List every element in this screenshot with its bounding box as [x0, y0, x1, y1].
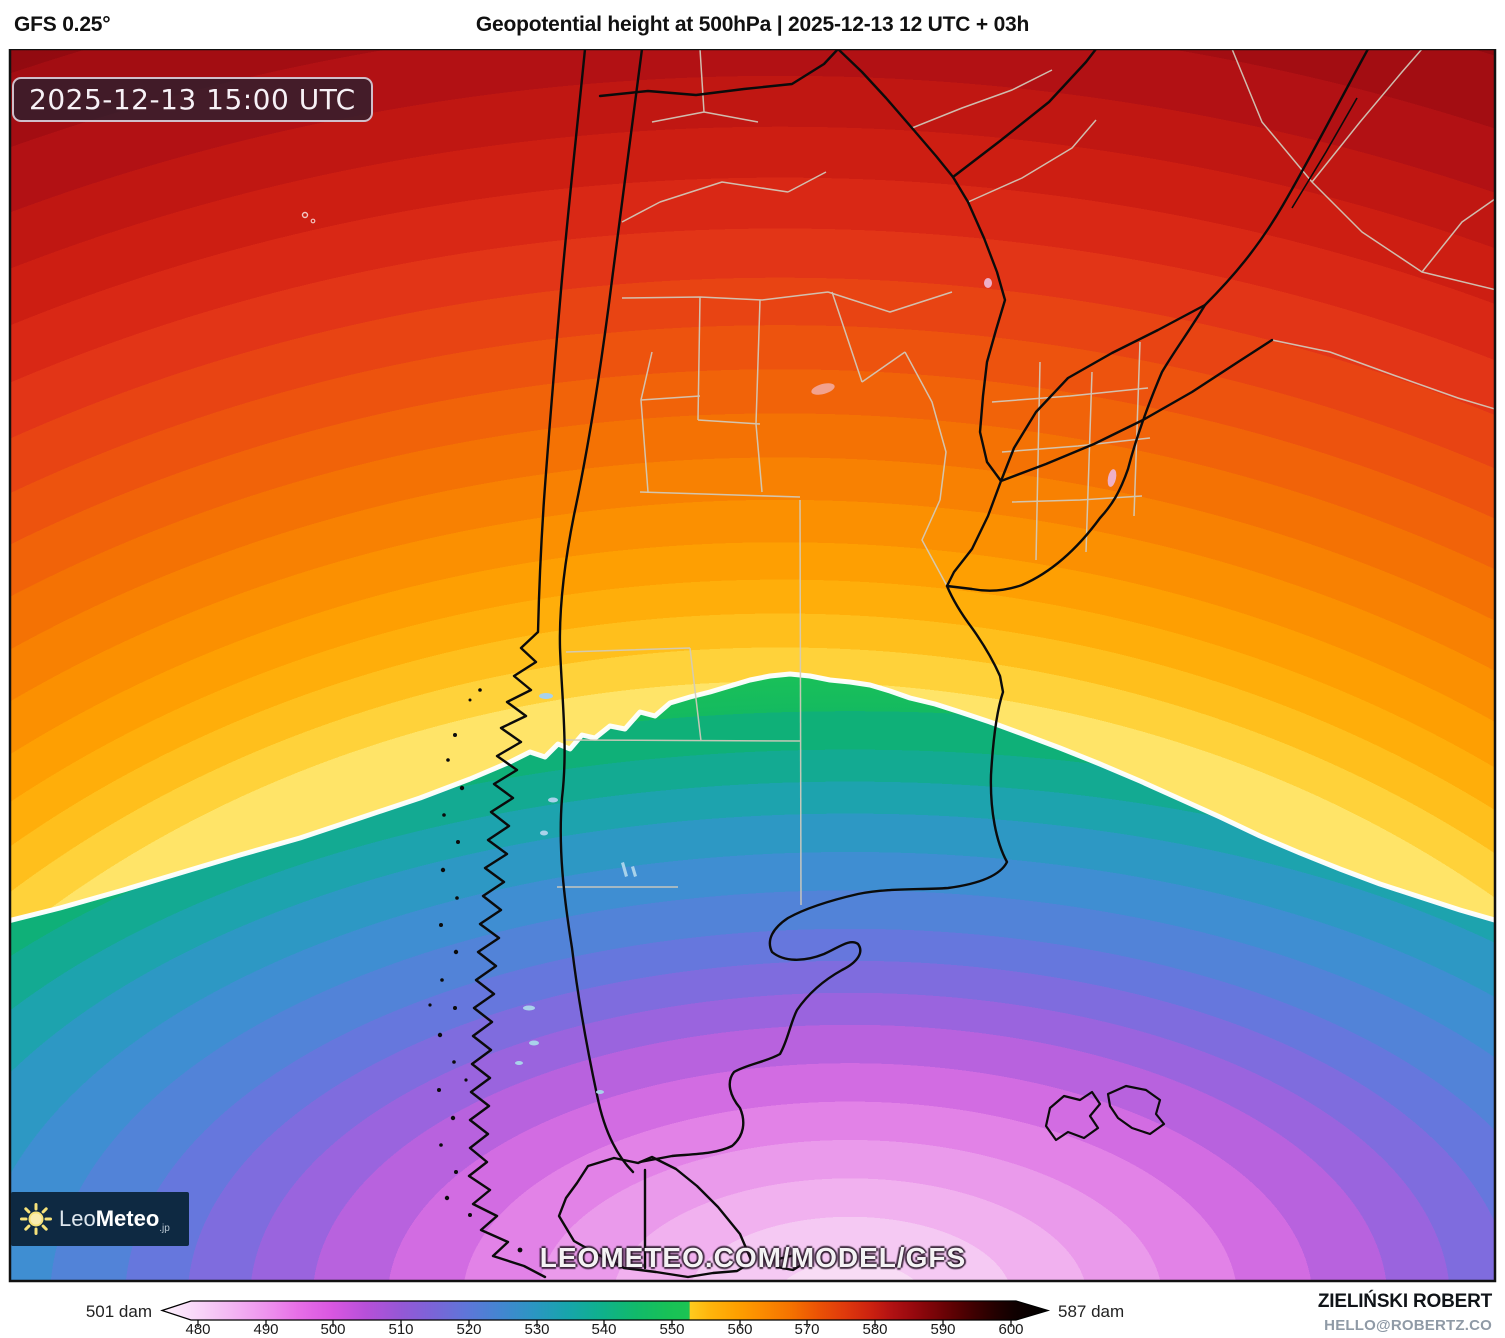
field-lower-heights: [10, 674, 1495, 1281]
page-title: Geopotential height at 500hPa | 2025-12-…: [475, 13, 1030, 36]
logo-text-bold: Meteo: [95, 1206, 160, 1231]
colorbar-tick-590: 590: [930, 1321, 956, 1338]
contact-email[interactable]: HELLO@ROBERTZ.CO: [1324, 1317, 1492, 1334]
colorbar-tick-500: 500: [320, 1321, 346, 1338]
lagoa-dos-patos: [1291, 97, 1358, 209]
province-borders: [557, 49, 1495, 906]
salt-lakes: [301, 211, 1117, 487]
uruguay-river-border: [945, 479, 1003, 588]
sun-icon: [19, 1202, 53, 1236]
colorbar-tick-520: 520: [456, 1321, 482, 1338]
colorbar-tick-490: 490: [253, 1321, 279, 1338]
contour-553-line: [10, 671, 1495, 924]
country-borders: [467, 49, 1370, 1279]
colorbar-min-label: 501 dam: [85, 1302, 152, 1321]
pacific-islets: [428, 688, 523, 1253]
paraguay-borders: [836, 49, 1007, 483]
chile-argentina-border: [558, 49, 644, 1174]
colorbar-ticks: [197, 1320, 1012, 1327]
logo-text-suffix: .jp: [159, 1223, 170, 1234]
colorbar-tick-580: 580: [862, 1321, 888, 1338]
argentina-bolivia-border: [598, 49, 840, 98]
timestamp-overlay: 2025-12-13 15:00 UTC: [12, 77, 373, 122]
colorbar-max-label: 587 dam: [1058, 1302, 1125, 1321]
chile-coastline: [467, 49, 587, 1279]
colorbar-tick-560: 560: [727, 1321, 753, 1338]
colorbar-tick-550: 550: [659, 1321, 685, 1338]
author-name: ZIELIŃSKI ROBERT: [1317, 1291, 1492, 1312]
colorbar-tick-480: 480: [185, 1321, 211, 1338]
colorbar-tick-540: 540: [591, 1321, 617, 1338]
falkland-islands: [1044, 1084, 1166, 1142]
leometeo-logo[interactable]: Leo Meteo .jp: [11, 1192, 189, 1246]
colorbar-tick-570: 570: [794, 1321, 820, 1338]
atlantic-coastline: [638, 49, 1370, 1164]
argentina-brazil-border: [999, 338, 1274, 483]
watermark-url[interactable]: LEOMETEO.COM/MODEL/GFS: [539, 1242, 967, 1273]
credits-block: ZIELIŃSKI ROBERT HELLO@ROBERTZ.CO: [1318, 1291, 1492, 1334]
colorbar-tick-510: 510: [388, 1321, 414, 1338]
model-label: GFS 0.25°: [14, 13, 111, 36]
brazil-uruguay-border: [999, 303, 1207, 483]
colorbar-tick-600: 600: [998, 1321, 1024, 1338]
logo-text-light: Leo: [59, 1206, 96, 1231]
map-frame: [8, 47, 1497, 1283]
header-bar: GFS 0.25° Geopotential height at 500hPa …: [0, 0, 1505, 49]
colorbar-tick-530: 530: [524, 1321, 550, 1338]
lakes: [515, 693, 637, 1094]
paraguay-brazil-border: [951, 49, 1098, 179]
isla-de-los-estados: [775, 1253, 808, 1272]
colorbar: [160, 1300, 1051, 1321]
